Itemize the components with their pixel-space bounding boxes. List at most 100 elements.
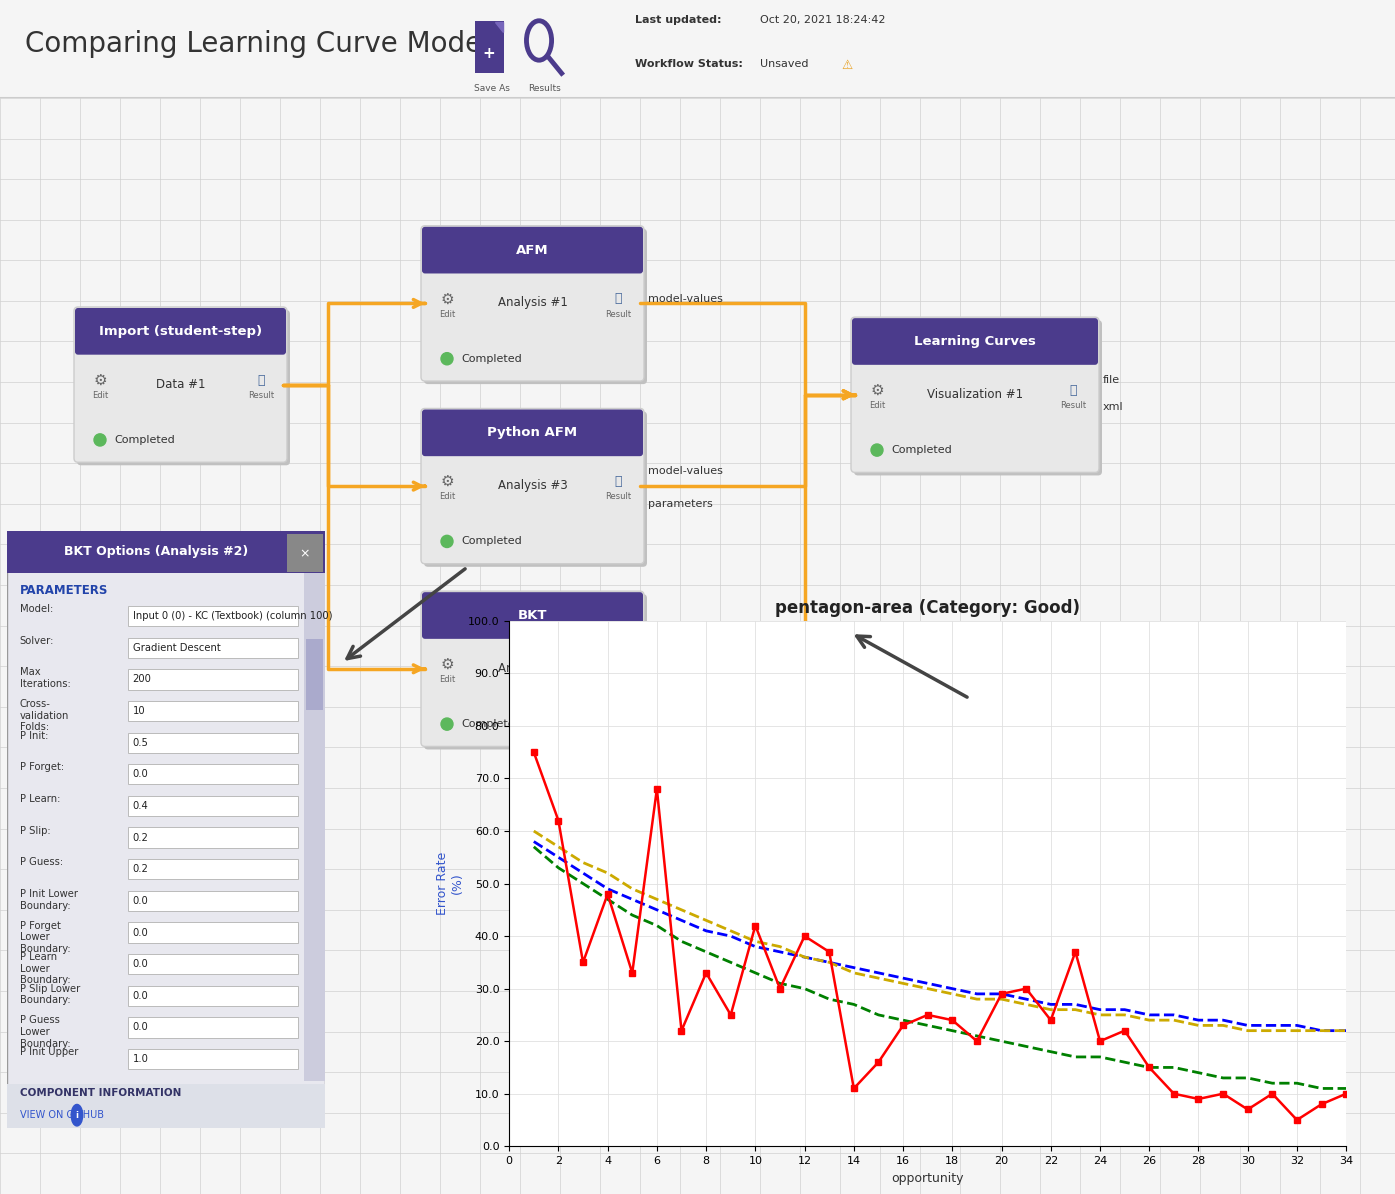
FancyBboxPatch shape (851, 318, 1099, 473)
Textbook model (Predicted) (674, 913, 691, 928)
Text: Completed: Completed (460, 536, 522, 547)
Text: 🔍: 🔍 (614, 658, 622, 671)
Textbook_2 model (Predicted) (1042, 1003, 1059, 1017)
Text: i: i (75, 1110, 78, 1120)
FancyBboxPatch shape (128, 732, 299, 752)
Text: ×: × (300, 547, 310, 560)
Observed data (Actual) (1141, 1060, 1158, 1075)
Text: P Learn
Lower
Boundary:: P Learn Lower Boundary: (20, 952, 70, 985)
Textbook_1 model (Predicted) (1289, 1076, 1306, 1090)
Text: Completed: Completed (114, 435, 174, 445)
Textbook_2 model (Predicted) (698, 913, 714, 928)
Text: P Slip:: P Slip: (20, 825, 50, 836)
Observed data (Actual) (845, 1082, 862, 1096)
Textbook model (Predicted) (600, 881, 617, 896)
Text: P Slip Lower
Boundary:: P Slip Lower Boundary: (20, 984, 80, 1005)
Text: Edit: Edit (439, 309, 455, 319)
FancyBboxPatch shape (304, 573, 325, 1081)
Textbook model (Predicted) (746, 940, 763, 954)
FancyBboxPatch shape (423, 410, 643, 456)
Circle shape (870, 444, 883, 456)
Text: Import (student-step): Import (student-step) (99, 325, 262, 338)
Text: ⚙: ⚙ (93, 373, 107, 388)
FancyBboxPatch shape (424, 229, 647, 384)
Textbook_1 model (Predicted) (845, 997, 862, 1011)
Observed data (Actual) (1067, 944, 1084, 959)
Textbook_1 model (Predicted) (894, 1013, 911, 1027)
FancyBboxPatch shape (423, 592, 643, 639)
Text: 🔍: 🔍 (257, 374, 265, 387)
Observed data (Actual) (1239, 1102, 1256, 1116)
Text: Analysis #1: Analysis #1 (498, 296, 568, 309)
Textbook_1 model (Predicted) (870, 1008, 887, 1022)
Textbook model (Predicted) (1289, 1018, 1306, 1033)
Y-axis label: Error Rate
(%): Error Rate (%) (435, 853, 463, 915)
Textbook_2 model (Predicted) (1165, 1013, 1182, 1027)
Textbook_2 model (Predicted) (1018, 997, 1035, 1011)
Observed data (Actual) (771, 981, 788, 996)
Textbook_2 model (Predicted) (1141, 1013, 1158, 1027)
Textbook model (Predicted) (526, 835, 543, 849)
Text: ⚠: ⚠ (841, 59, 852, 72)
Textbook model (Predicted) (624, 892, 640, 906)
Text: 🔍: 🔍 (614, 475, 622, 488)
Circle shape (93, 433, 106, 447)
Textbook_1 model (Predicted) (575, 876, 591, 891)
Textbook_2 model (Predicted) (1239, 1023, 1256, 1038)
Line: Textbook_2 model (Predicted): Textbook_2 model (Predicted) (534, 831, 1346, 1030)
Text: Oct 20, 2021 18:24:42: Oct 20, 2021 18:24:42 (760, 14, 886, 25)
Observed data (Actual) (1042, 1013, 1059, 1027)
Circle shape (71, 1104, 82, 1126)
Text: PARAMETERS: PARAMETERS (20, 584, 107, 597)
FancyBboxPatch shape (128, 1048, 299, 1070)
Observed data (Actual) (919, 1008, 936, 1022)
FancyBboxPatch shape (287, 534, 324, 572)
Text: ⚙: ⚙ (441, 291, 453, 307)
Text: 200: 200 (133, 675, 152, 684)
Observed data (Actual) (746, 918, 763, 933)
Textbook model (Predicted) (1165, 1008, 1182, 1022)
Textbook model (Predicted) (845, 960, 862, 974)
Observed data (Actual) (820, 944, 837, 959)
Observed data (Actual) (1018, 981, 1035, 996)
Textbook_1 model (Predicted) (698, 944, 714, 959)
Text: Result: Result (248, 390, 273, 400)
Observed data (Actual) (575, 955, 591, 970)
Text: BKT: BKT (518, 609, 547, 622)
Observed data (Actual) (1092, 1034, 1109, 1048)
Textbook_1 model (Predicted) (1239, 1071, 1256, 1085)
FancyBboxPatch shape (128, 669, 299, 689)
Textbook model (Predicted) (968, 986, 985, 1001)
Text: Cross-
validation
Folds:: Cross- validation Folds: (20, 698, 70, 732)
FancyBboxPatch shape (423, 227, 643, 273)
FancyBboxPatch shape (306, 639, 324, 710)
Textbook_2 model (Predicted) (624, 881, 640, 896)
FancyBboxPatch shape (128, 605, 299, 626)
Line: Textbook model (Predicted): Textbook model (Predicted) (534, 842, 1346, 1030)
Textbook_1 model (Predicted) (746, 966, 763, 980)
Text: Data #1: Data #1 (156, 377, 205, 390)
FancyBboxPatch shape (128, 1017, 299, 1038)
Textbook_2 model (Predicted) (944, 986, 961, 1001)
Textbook_1 model (Predicted) (723, 955, 739, 970)
Text: Save As: Save As (474, 85, 511, 93)
FancyBboxPatch shape (7, 1084, 325, 1128)
Text: Result: Result (605, 675, 631, 684)
Observed data (Actual) (1165, 1087, 1182, 1101)
Text: ⚙: ⚙ (441, 657, 453, 672)
Textbook_2 model (Predicted) (919, 981, 936, 996)
FancyBboxPatch shape (421, 226, 644, 381)
Observed data (Actual) (526, 745, 543, 759)
Text: 0.4: 0.4 (133, 801, 148, 811)
Textbook_1 model (Predicted) (674, 934, 691, 948)
Text: model-values: model-values (649, 294, 723, 303)
Text: Workflow Status:: Workflow Status: (635, 59, 742, 68)
Observed data (Actual) (1313, 1097, 1329, 1112)
Text: P Learn:: P Learn: (20, 794, 60, 804)
Textbook model (Predicted) (1116, 1003, 1133, 1017)
Text: 10: 10 (133, 706, 145, 716)
X-axis label: opportunity: opportunity (891, 1171, 964, 1184)
Text: Completed: Completed (891, 445, 951, 455)
Textbook_2 model (Predicted) (649, 892, 665, 906)
Circle shape (441, 352, 453, 365)
